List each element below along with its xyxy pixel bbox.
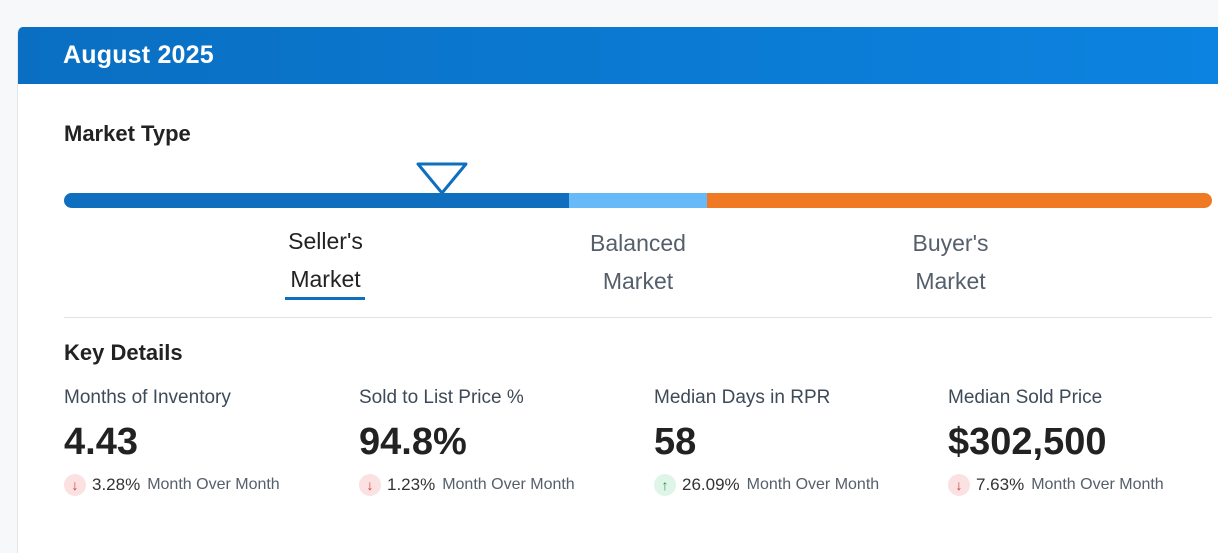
balanced-market-segment bbox=[569, 193, 707, 208]
stat-change: ↓ 1.23% Month Over Month bbox=[359, 474, 639, 496]
change-period: Month Over Month bbox=[147, 476, 280, 493]
market-position-marker-icon bbox=[416, 162, 468, 195]
buyer-label-line1: Buyer's bbox=[912, 230, 989, 256]
buyer-market-label: Buyer's Market bbox=[878, 224, 1023, 300]
seller-label-line2: Market bbox=[290, 266, 361, 292]
change-period: Month Over Month bbox=[746, 476, 880, 493]
arrow-down-icon: ↓ bbox=[948, 474, 970, 496]
change-percent: 7.63% bbox=[976, 475, 1025, 494]
arrow-down-icon: ↓ bbox=[359, 474, 381, 496]
card-header: August 2025 bbox=[18, 27, 1218, 84]
stat-months-of-inventory: Months of Inventory 4.43 ↓ 3.28% Month O… bbox=[64, 387, 344, 496]
stat-value: 4.43 bbox=[64, 421, 138, 463]
section-divider bbox=[64, 317, 1212, 318]
active-market-underline bbox=[285, 297, 365, 300]
change-percent: 26.09% bbox=[682, 475, 740, 494]
arrow-up-icon: ↑ bbox=[654, 474, 676, 496]
stat-value: $302,500 bbox=[948, 421, 1107, 463]
stat-value: 58 bbox=[654, 421, 697, 463]
buyer-market-segment bbox=[707, 193, 1212, 208]
stat-label: Median Sold Price bbox=[948, 387, 1103, 408]
key-details-title: Key Details bbox=[64, 340, 183, 365]
change-period: Month Over Month bbox=[442, 476, 575, 493]
stat-median-days-in-rpr: Median Days in RPR 58 ↑ 26.09% Month Ove… bbox=[654, 387, 934, 496]
seller-label-line1: Seller's bbox=[288, 228, 363, 254]
stat-value: 94.8% bbox=[359, 421, 467, 463]
change-period: Month Over Month bbox=[1031, 476, 1164, 493]
market-type-scale bbox=[64, 193, 1212, 208]
seller-market-label: Seller's Market bbox=[258, 222, 393, 298]
stat-change: ↑ 26.09% Month Over Month bbox=[654, 474, 934, 496]
stat-label: Sold to List Price % bbox=[359, 387, 524, 408]
market-type-title: Market Type bbox=[64, 121, 191, 146]
stat-label: Months of Inventory bbox=[64, 387, 231, 408]
market-card: August 2025 Market Type Seller's Market … bbox=[17, 27, 1218, 553]
arrow-down-icon: ↓ bbox=[64, 474, 86, 496]
stat-sold-to-list-price: Sold to List Price % 94.8% ↓ 1.23% Month… bbox=[359, 387, 639, 496]
balanced-label-line1: Balanced bbox=[590, 230, 686, 256]
balanced-market-label: Balanced Market bbox=[563, 224, 713, 300]
stat-median-sold-price: Median Sold Price $302,500 ↓ 7.63% Month… bbox=[948, 387, 1218, 496]
period-title: August 2025 bbox=[63, 41, 214, 69]
stat-label: Median Days in RPR bbox=[654, 387, 831, 408]
seller-market-segment bbox=[64, 193, 569, 208]
change-percent: 1.23% bbox=[387, 475, 436, 494]
change-percent: 3.28% bbox=[92, 475, 141, 494]
buyer-label-line2: Market bbox=[915, 268, 986, 294]
balanced-label-line2: Market bbox=[602, 268, 674, 294]
stat-change: ↓ 7.63% Month Over Month bbox=[948, 474, 1218, 496]
stat-change: ↓ 3.28% Month Over Month bbox=[64, 474, 344, 496]
